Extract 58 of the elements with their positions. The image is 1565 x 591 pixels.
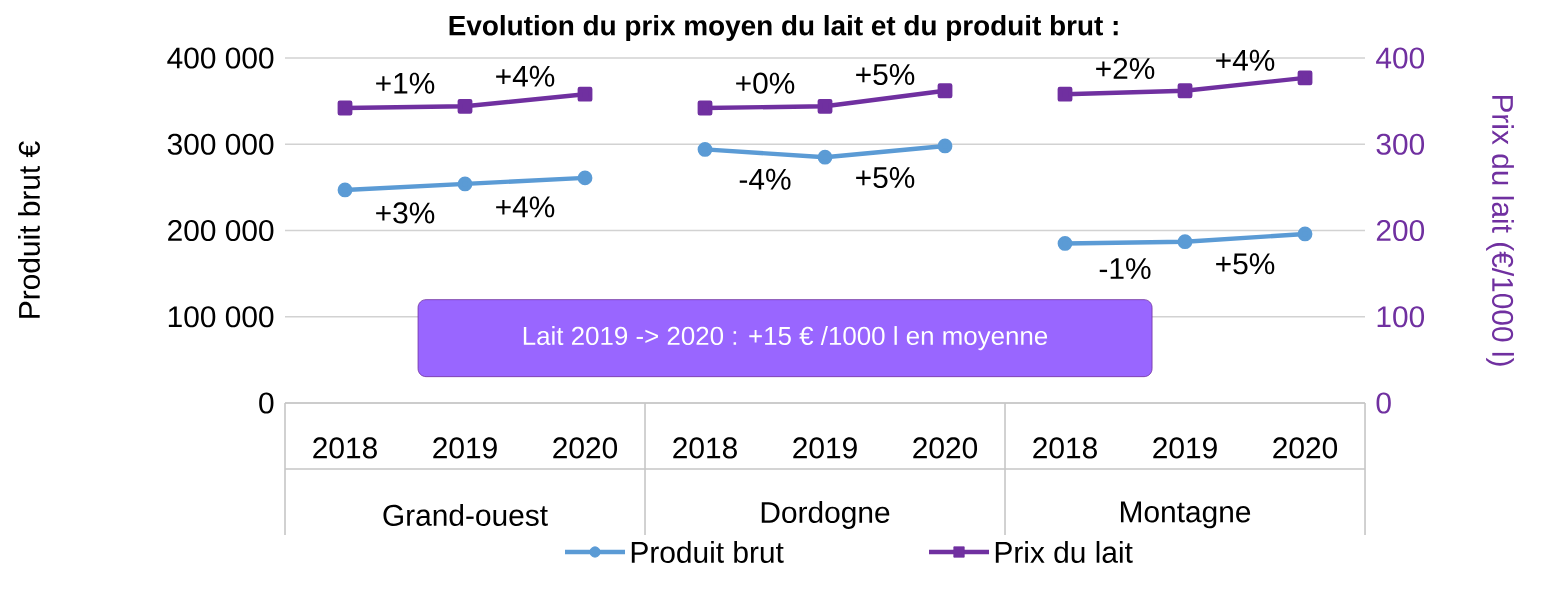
point: [1057, 86, 1073, 102]
point: [1297, 70, 1313, 86]
point: [457, 98, 473, 114]
point: [937, 138, 953, 154]
y2-tick-label: 200: [1376, 219, 1425, 242]
point: [577, 86, 593, 102]
x-tick-label: 2020: [913, 437, 978, 459]
annotation: +3%: [376, 202, 435, 224]
y-tick-label: 200 000: [168, 219, 274, 242]
point: [457, 176, 473, 192]
y2-tick-label: 400: [1376, 47, 1425, 69]
x-tick-label: 2019: [1153, 437, 1217, 459]
text: Grand-ouest: [383, 504, 548, 526]
x-tick-label: 2018: [313, 437, 377, 459]
point: [697, 100, 713, 116]
y2-tick-label: 0: [1376, 392, 1391, 414]
point: [817, 98, 833, 114]
y2-tick-label: 100: [1377, 306, 1425, 328]
y-tick-label: 0: [259, 392, 274, 414]
annotation: +2%: [1096, 57, 1155, 80]
x-tick-label: 2019: [433, 437, 497, 459]
legend-label: Produit brut: [631, 541, 784, 563]
point: [1057, 236, 1073, 251]
x-tick-label: 2018: [1033, 437, 1097, 459]
point: [337, 182, 353, 198]
y2-axis-title: Prix du lait (€/1000 l): [1486, 95, 1514, 366]
point: [937, 83, 953, 99]
x-tick-label: 2018: [673, 437, 737, 459]
x-tick-label: 2020: [553, 437, 618, 459]
y-axis-title: Produit brut €: [18, 141, 40, 318]
annotation: Lait 2019 -> 2020 : +15 € /1000 l en moyenne: [523, 326, 1048, 351]
annotation: +5%: [856, 167, 915, 189]
point: [337, 100, 353, 116]
point: [817, 149, 833, 165]
y-tick-label: 100 000: [168, 306, 274, 328]
chart-title: Evolution du prix moyen du lait et du produit brut :: [449, 14, 1118, 41]
point: [1177, 83, 1193, 99]
text: Dordogne: [761, 501, 890, 529]
annotation: +5%: [856, 64, 915, 86]
annotation: +4%: [1216, 49, 1275, 71]
annotation: -4%: [739, 168, 791, 190]
y-tick-label: 300 000: [167, 133, 274, 155]
point: [1297, 226, 1313, 242]
x-tick-label: 2019: [793, 437, 857, 459]
legend-label: Prix du lait: [995, 541, 1133, 563]
text: Montagne: [1120, 501, 1251, 529]
annotation: -1%: [1099, 258, 1151, 280]
annotation: +4%: [496, 65, 555, 87]
y2-tick-label: 300: [1376, 133, 1425, 155]
point: [697, 142, 713, 157]
x-tick-label: 2020: [1273, 437, 1338, 459]
annotation: +4%: [496, 196, 555, 218]
annotation: +5%: [1216, 253, 1275, 275]
annotation: +1%: [376, 72, 435, 94]
y-tick-label: 400 000: [167, 47, 274, 69]
point: [1177, 234, 1193, 250]
point: [577, 170, 593, 186]
annotation: +0%: [736, 72, 795, 94]
